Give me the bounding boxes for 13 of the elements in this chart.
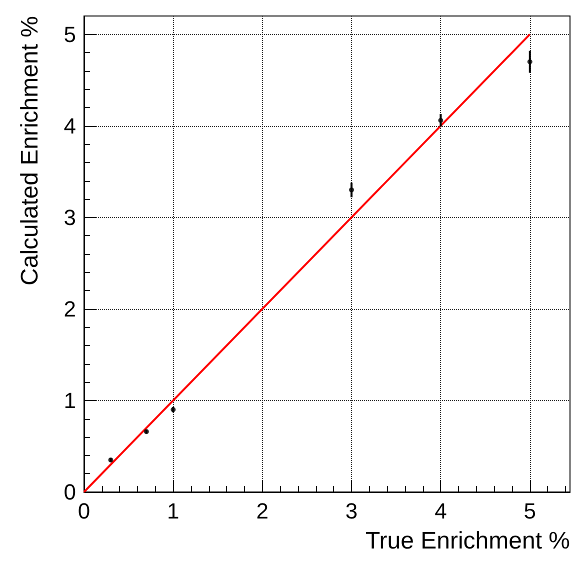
y-tick-label: 3 bbox=[64, 204, 76, 230]
x-tick-label: 3 bbox=[345, 498, 358, 524]
x-tick-label: 2 bbox=[256, 498, 268, 524]
x-tick-label: 1 bbox=[167, 498, 180, 524]
y-tick-label: 4 bbox=[64, 113, 76, 138]
y-tick-label: 5 bbox=[64, 22, 76, 47]
y-tick-label: 0 bbox=[64, 480, 76, 504]
x-axis-title: True Enrichment % bbox=[365, 528, 570, 554]
x-tick-label: 4 bbox=[434, 498, 447, 524]
y-axis-title: Calculated Enrichment % bbox=[16, 16, 44, 286]
y-tick-label: 2 bbox=[64, 296, 76, 322]
y-tick-label: 1 bbox=[64, 388, 76, 413]
x-tick-label: 5 bbox=[524, 498, 536, 524]
